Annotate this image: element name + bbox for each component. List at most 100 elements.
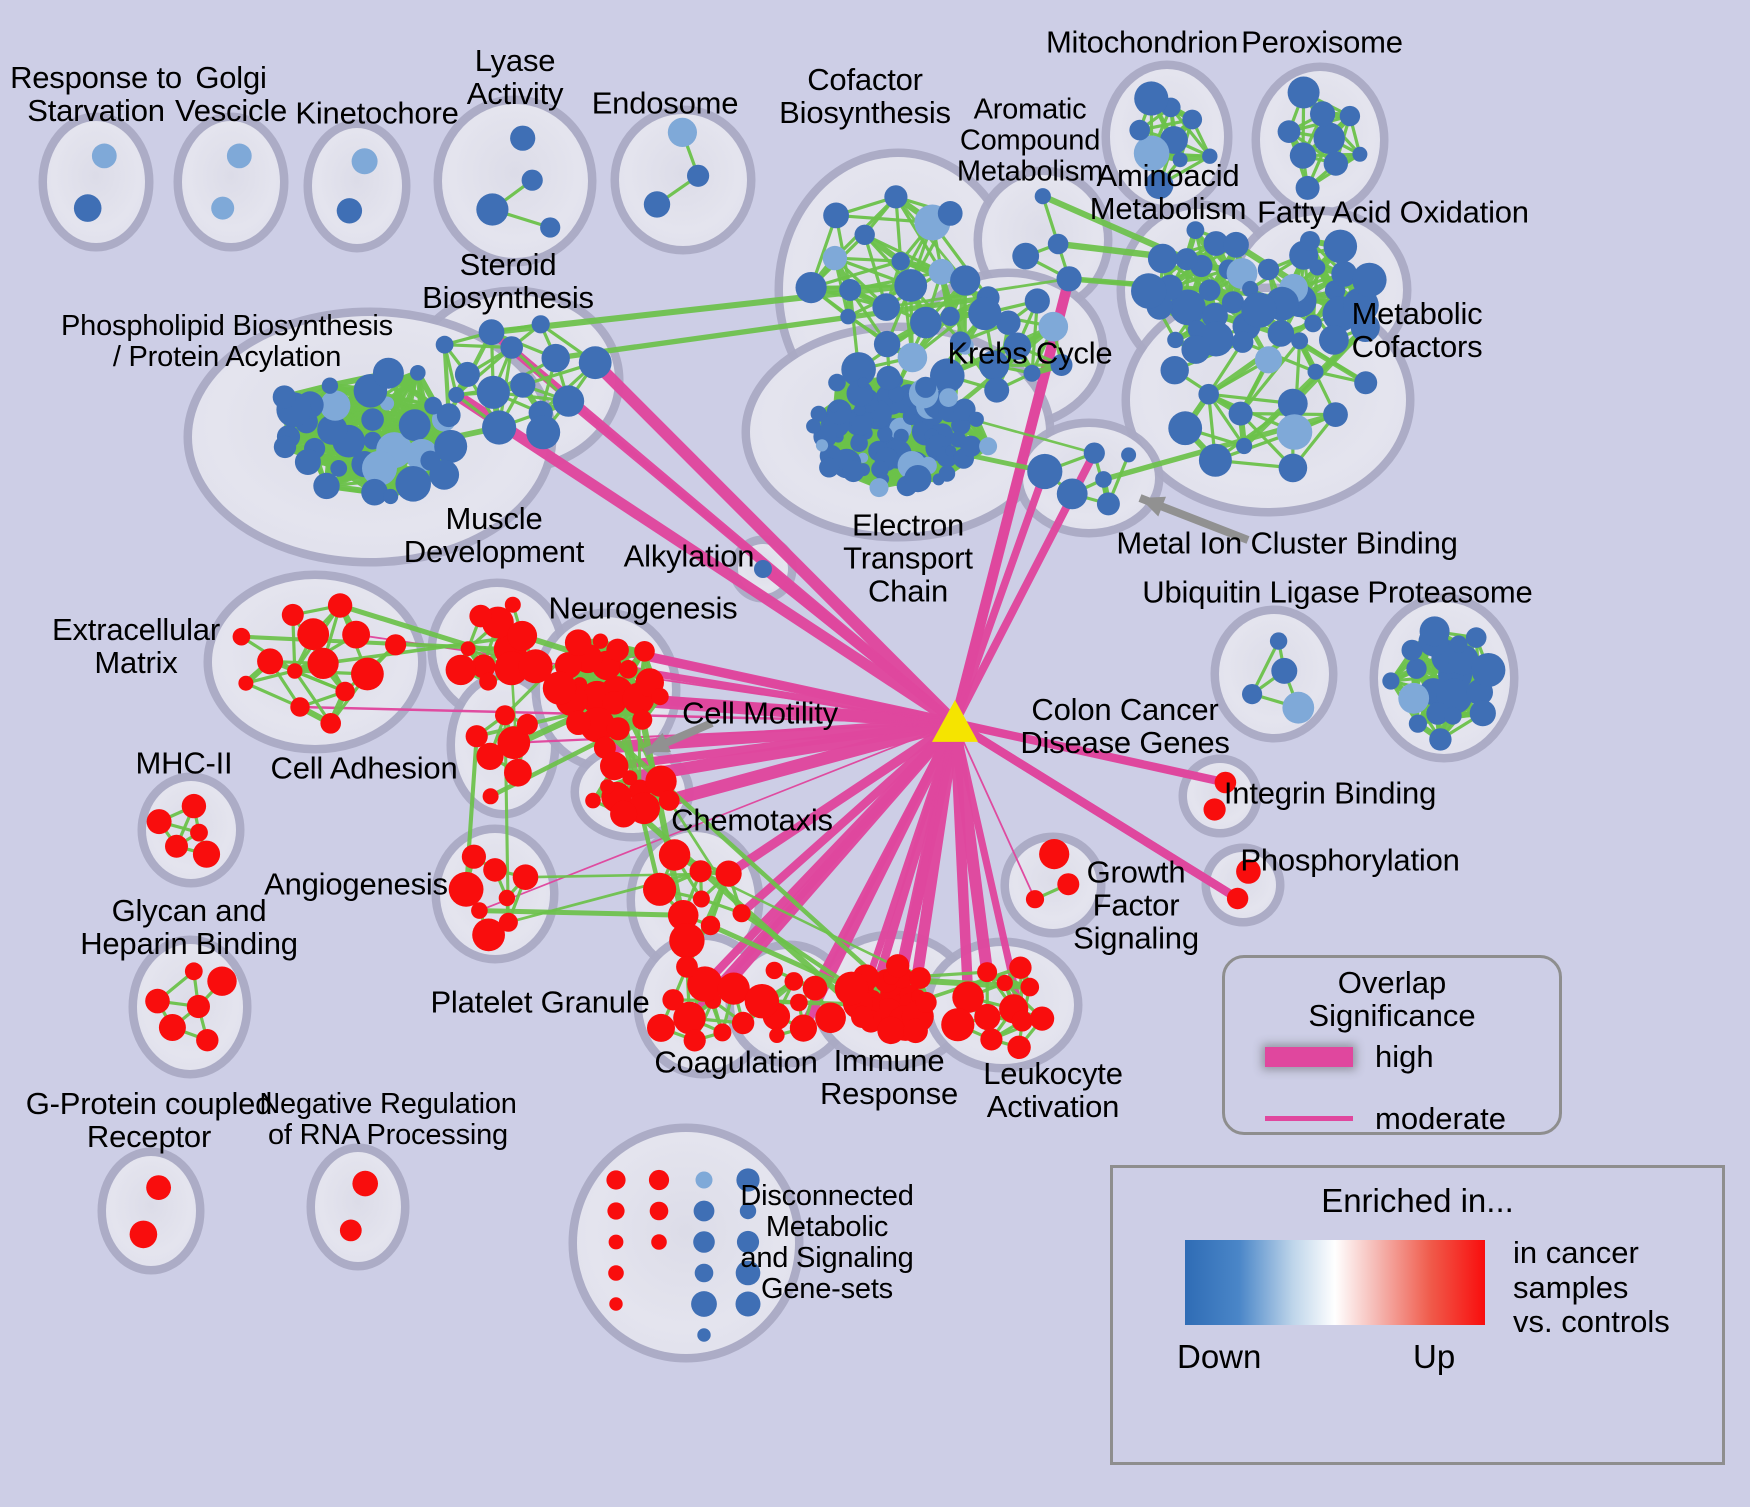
gene-set-node[interactable]: [939, 388, 958, 407]
gene-set-node[interactable]: [181, 793, 207, 819]
gene-set-node[interactable]: [1287, 76, 1320, 109]
gene-set-node[interactable]: [321, 377, 339, 394]
gene-set-node[interactable]: [461, 844, 486, 869]
gene-set-node[interactable]: [313, 472, 340, 500]
gene-set-node[interactable]: [996, 974, 1013, 992]
gene-set-node[interactable]: [1202, 148, 1218, 164]
gene-set-node[interactable]: [352, 1170, 379, 1197]
gene-set-node[interactable]: [445, 654, 476, 686]
gene-set-node[interactable]: [713, 1023, 732, 1042]
gene-set-node[interactable]: [1011, 1010, 1033, 1032]
gene-set-node[interactable]: [521, 169, 543, 191]
gene-set-node[interactable]: [744, 984, 780, 1019]
gene-set-node[interactable]: [1038, 311, 1069, 342]
gene-set-node[interactable]: [1083, 442, 1105, 464]
gene-set-node[interactable]: [146, 809, 172, 835]
gene-set-node[interactable]: [1169, 289, 1206, 326]
gene-set-node[interactable]: [1168, 411, 1203, 446]
gene-set-node[interactable]: [930, 358, 965, 394]
gene-set-node[interactable]: [662, 989, 684, 1011]
gene-set-node[interactable]: [1131, 273, 1167, 309]
gene-set-node[interactable]: [290, 697, 310, 717]
gene-set-node[interactable]: [754, 560, 772, 578]
gene-set-node[interactable]: [448, 386, 465, 403]
gene-set-node[interactable]: [1121, 447, 1137, 463]
gene-set-node[interactable]: [287, 663, 303, 679]
gene-set-node[interactable]: [1003, 332, 1032, 360]
gene-set-node[interactable]: [1182, 109, 1203, 130]
gene-set-node[interactable]: [968, 296, 1002, 331]
gene-set-node[interactable]: [877, 1016, 905, 1045]
gene-set-node[interactable]: [1236, 437, 1253, 455]
gene-set-node[interactable]: [342, 620, 370, 649]
gene-set-node[interactable]: [1223, 231, 1249, 258]
gene-set-node[interactable]: [828, 402, 840, 413]
gene-set-node[interactable]: [673, 1001, 706, 1035]
gene-set-node[interactable]: [232, 627, 251, 646]
gene-set-node[interactable]: [1426, 702, 1449, 725]
gene-set-node[interactable]: [960, 435, 982, 457]
gene-set-node[interactable]: [1350, 312, 1380, 342]
gene-set-node[interactable]: [1257, 258, 1280, 281]
gene-set-node[interactable]: [1024, 288, 1050, 314]
gene-set-node[interactable]: [789, 1014, 818, 1042]
gene-set-node[interactable]: [735, 1291, 761, 1317]
gene-set-node[interactable]: [949, 331, 971, 353]
gene-set-node[interactable]: [1056, 478, 1088, 510]
gene-set-node[interactable]: [510, 125, 536, 151]
gene-set-node[interactable]: [339, 1219, 362, 1242]
gene-set-node[interactable]: [1096, 492, 1120, 516]
gene-set-node[interactable]: [330, 460, 348, 477]
gene-set-node[interactable]: [691, 1291, 717, 1317]
gene-set-node[interactable]: [1398, 682, 1430, 714]
gene-set-node[interactable]: [483, 858, 507, 882]
gene-set-node[interactable]: [1300, 231, 1320, 251]
gene-set-node[interactable]: [512, 864, 539, 890]
gene-set-node[interactable]: [622, 770, 638, 786]
gene-set-node[interactable]: [226, 143, 252, 169]
gene-set-node[interactable]: [689, 860, 712, 883]
gene-set-node[interactable]: [1056, 266, 1082, 292]
gene-set-node[interactable]: [1095, 471, 1112, 488]
gene-set-node[interactable]: [465, 725, 488, 748]
gene-set-node[interactable]: [192, 840, 221, 868]
gene-set-node[interactable]: [1198, 443, 1232, 477]
gene-set-node[interactable]: [886, 954, 910, 978]
gene-set-node[interactable]: [211, 196, 235, 220]
gene-set-node[interactable]: [840, 308, 856, 325]
gene-set-node[interactable]: [1289, 142, 1317, 169]
gene-set-node[interactable]: [482, 788, 499, 805]
gene-set-node[interactable]: [145, 988, 170, 1014]
gene-set-node[interactable]: [585, 792, 601, 809]
gene-set-node[interactable]: [504, 596, 521, 613]
gene-set-node[interactable]: [606, 1170, 626, 1190]
gene-set-node[interactable]: [945, 445, 957, 457]
gene-set-node[interactable]: [1175, 248, 1198, 271]
gene-set-node[interactable]: [815, 1002, 846, 1034]
gene-set-node[interactable]: [479, 672, 497, 691]
gene-set-node[interactable]: [806, 418, 821, 434]
hub-triangle[interactable]: [932, 700, 978, 742]
gene-set-node[interactable]: [207, 966, 237, 996]
gene-set-node[interactable]: [1310, 101, 1336, 127]
gene-set-node[interactable]: [1469, 700, 1496, 727]
gene-set-node[interactable]: [974, 1003, 1001, 1031]
gene-set-node[interactable]: [592, 633, 609, 649]
gene-set-node[interactable]: [736, 1168, 760, 1192]
gene-set-node[interactable]: [1023, 364, 1041, 382]
gene-set-node[interactable]: [1133, 135, 1170, 172]
gene-set-node[interactable]: [904, 465, 932, 493]
gene-set-node[interactable]: [634, 641, 655, 662]
gene-set-node[interactable]: [476, 375, 510, 409]
gene-set-node[interactable]: [1181, 335, 1211, 364]
gene-set-node[interactable]: [1408, 714, 1427, 733]
gene-set-node[interactable]: [564, 629, 592, 656]
gene-set-node[interactable]: [769, 1027, 785, 1044]
gene-set-node[interactable]: [1047, 233, 1069, 255]
gene-set-node[interactable]: [1269, 632, 1288, 650]
gene-set-node[interactable]: [647, 1013, 675, 1042]
gene-set-node[interactable]: [424, 396, 442, 415]
gene-set-node[interactable]: [717, 972, 750, 1005]
gene-set-node[interactable]: [398, 409, 431, 442]
gene-set-node[interactable]: [651, 688, 669, 706]
